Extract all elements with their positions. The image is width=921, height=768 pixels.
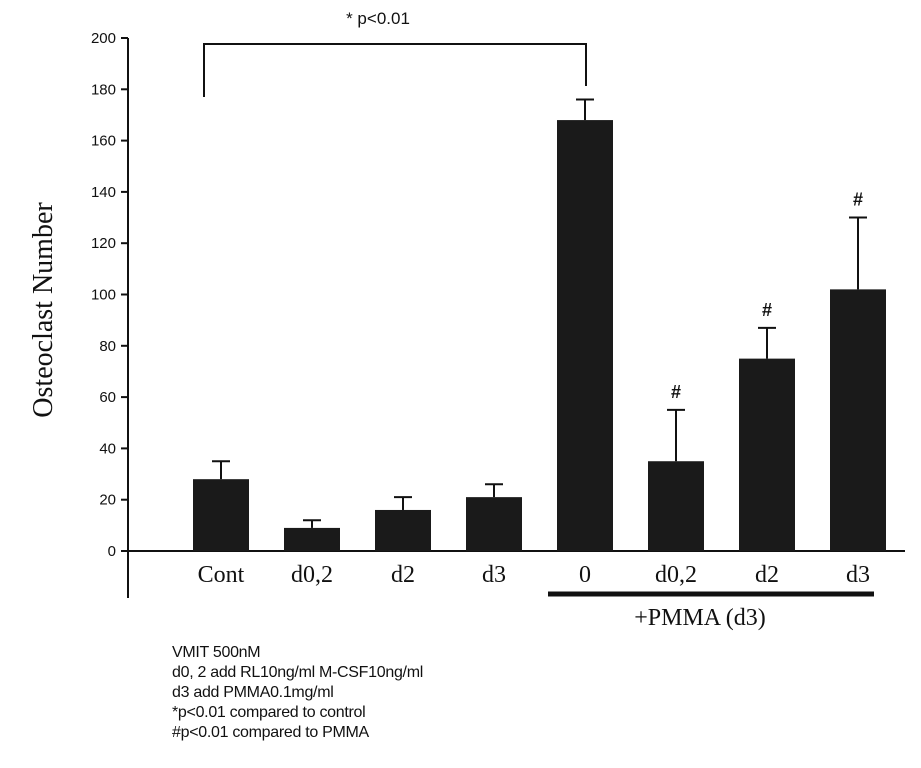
significance-mark: # xyxy=(762,300,772,320)
y-tick-label: 100 xyxy=(91,287,116,304)
y-tick-label: 40 xyxy=(99,440,116,457)
x-tick-label: d2 xyxy=(755,562,779,588)
error-bars xyxy=(212,98,867,528)
y-tick-label: 140 xyxy=(91,184,116,201)
pmma-group: +PMMA (d3) xyxy=(548,591,874,631)
chart-notes: VMIT 500nM d0, 2 add RL10ng/ml M-CSF10ng… xyxy=(172,643,423,743)
y-tick-label: 0 xyxy=(108,543,116,560)
bars xyxy=(193,120,886,551)
x-tick-label: d0,2 xyxy=(291,562,333,588)
x-tick-label: d0,2 xyxy=(655,562,697,588)
x-tick-label: d2 xyxy=(391,562,415,588)
note-line: *p<0.01 compared to control xyxy=(172,704,366,721)
note-line: #p<0.01 compared to PMMA xyxy=(172,724,369,741)
bar xyxy=(557,120,613,551)
bar-chart: Osteoclast Number 0 20 40 60 80 100 120 140 160 1… xyxy=(28,9,905,631)
significance-mark: # xyxy=(671,382,681,402)
note-line: d0, 2 add RL10ng/ml M-CSF10ng/ml xyxy=(172,664,423,681)
x-tick-label: d3 xyxy=(846,562,870,588)
x-tick-label: 0 xyxy=(579,562,591,588)
y-tick-label: 60 xyxy=(99,389,116,406)
group-label: +PMMA (d3) xyxy=(634,605,766,631)
significance-marks: # # # xyxy=(671,190,863,402)
x-tick-label: d3 xyxy=(482,562,506,588)
bar xyxy=(830,289,886,551)
x-axis: Cont d0,2 d2 d3 0 d0,2 d2 d3 xyxy=(128,550,905,588)
bar xyxy=(284,527,340,551)
bar xyxy=(648,461,704,551)
y-tick-label: 20 xyxy=(99,492,116,509)
x-tick-label: Cont xyxy=(198,562,245,588)
bar xyxy=(466,497,522,551)
y-tick-label: 200 xyxy=(91,30,116,47)
significance-bracket: * p<0.01 xyxy=(203,9,587,97)
y-axis: 0 20 40 60 80 100 120 140 160 180 200 xyxy=(91,30,129,598)
bar xyxy=(375,509,431,551)
y-tick-label: 160 xyxy=(91,133,116,150)
bar xyxy=(193,479,249,551)
y-tick-label: 80 xyxy=(99,338,116,355)
y-tick-label: 180 xyxy=(91,81,116,98)
bar xyxy=(739,358,795,551)
note-line: d3 add PMMA0.1mg/ml xyxy=(172,684,334,701)
y-axis-label: Osteoclast Number xyxy=(28,202,59,418)
y-tick-label: 120 xyxy=(91,235,116,252)
note-line: VMIT 500nM xyxy=(172,644,261,661)
bracket-line xyxy=(203,43,587,97)
bracket-label: * p<0.01 xyxy=(346,9,410,28)
significance-mark: # xyxy=(853,190,863,210)
